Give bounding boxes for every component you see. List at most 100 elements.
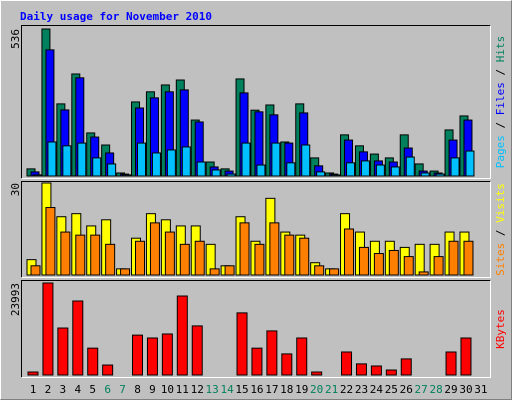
bar bbox=[414, 243, 425, 276]
bar bbox=[450, 157, 460, 177]
legend-separator: / bbox=[494, 62, 507, 82]
bar bbox=[358, 246, 369, 276]
bar bbox=[346, 162, 356, 177]
x-tick-label: 9 bbox=[149, 383, 156, 396]
bar bbox=[331, 174, 341, 177]
bar bbox=[463, 240, 474, 276]
panel-edge-dark bbox=[21, 280, 491, 378]
bar bbox=[72, 300, 84, 376]
x-tick-label: 28 bbox=[429, 383, 442, 396]
bar bbox=[448, 240, 459, 276]
bar bbox=[47, 141, 57, 177]
legend-entry: Visits bbox=[494, 183, 507, 223]
bar bbox=[286, 162, 296, 177]
bar bbox=[87, 347, 99, 376]
bar bbox=[403, 256, 414, 276]
bar bbox=[355, 363, 367, 376]
y-tick-label: 536 bbox=[9, 29, 22, 49]
bar bbox=[254, 243, 265, 276]
x-tick-label: 30 bbox=[459, 383, 472, 396]
x-tick-label: 14 bbox=[220, 383, 234, 396]
bar bbox=[341, 351, 353, 376]
bar bbox=[400, 358, 412, 376]
bar bbox=[27, 371, 39, 376]
x-tick-label: 1 bbox=[30, 383, 37, 396]
bar bbox=[360, 160, 370, 177]
x-tick-label: 24 bbox=[370, 383, 384, 396]
legend-entry: Sites bbox=[494, 243, 507, 276]
bar bbox=[75, 234, 86, 276]
bar bbox=[57, 327, 69, 376]
legend-entry: Files bbox=[494, 82, 507, 115]
bar bbox=[105, 243, 116, 276]
bar bbox=[179, 243, 190, 276]
bar bbox=[191, 325, 203, 376]
bar bbox=[45, 207, 56, 276]
bar bbox=[445, 351, 457, 376]
bar bbox=[271, 142, 281, 177]
bar bbox=[164, 231, 175, 276]
bar bbox=[181, 146, 191, 177]
bar bbox=[176, 295, 188, 376]
bar bbox=[30, 265, 41, 276]
legend: Sites / Visits bbox=[494, 183, 507, 276]
bar bbox=[329, 268, 340, 276]
bar bbox=[314, 265, 325, 276]
x-tick-label: 31 bbox=[474, 383, 487, 396]
bar bbox=[149, 222, 160, 276]
x-tick-label: 25 bbox=[385, 383, 398, 396]
chart-title: Daily usage for November 2010 bbox=[20, 10, 212, 23]
bar bbox=[132, 334, 144, 376]
y-tick-label: 23993 bbox=[9, 283, 22, 316]
bar bbox=[296, 337, 308, 376]
bar bbox=[226, 173, 236, 177]
bar bbox=[385, 369, 397, 376]
bar bbox=[107, 163, 117, 177]
legend-separator: / bbox=[494, 223, 507, 243]
bar bbox=[375, 164, 385, 177]
bar bbox=[151, 152, 161, 177]
bar bbox=[161, 333, 173, 376]
x-tick-label: 22 bbox=[340, 383, 353, 396]
bar bbox=[420, 172, 430, 177]
x-tick-label: 29 bbox=[444, 383, 457, 396]
x-tick-label: 27 bbox=[415, 383, 428, 396]
bar bbox=[102, 364, 114, 376]
x-tick-label: 8 bbox=[134, 383, 141, 396]
bar bbox=[60, 231, 71, 276]
bar bbox=[465, 150, 475, 177]
legend: Pages / Files / Hits bbox=[494, 36, 507, 169]
bar bbox=[77, 142, 87, 177]
bar bbox=[32, 174, 42, 177]
bar bbox=[281, 353, 293, 376]
x-tick-label: 18 bbox=[280, 383, 293, 396]
bar bbox=[284, 234, 295, 276]
x-tick-label: 16 bbox=[250, 383, 263, 396]
x-tick-label: 6 bbox=[104, 383, 111, 396]
x-tick-label: 10 bbox=[161, 383, 174, 396]
x-tick-label: 2 bbox=[45, 383, 52, 396]
bar bbox=[269, 222, 280, 276]
bar bbox=[316, 171, 326, 177]
panel-edge-light bbox=[21, 280, 491, 378]
panel-edge-dark bbox=[21, 25, 491, 179]
bar bbox=[301, 144, 311, 177]
bar bbox=[211, 169, 221, 177]
x-tick-label: 15 bbox=[235, 383, 248, 396]
bar bbox=[92, 157, 102, 177]
bar bbox=[435, 173, 445, 177]
bar bbox=[137, 142, 147, 177]
bar bbox=[90, 234, 101, 276]
bar bbox=[135, 240, 146, 276]
bar bbox=[256, 164, 266, 177]
bar bbox=[209, 268, 220, 276]
x-tick-label: 26 bbox=[400, 383, 413, 396]
legend-separator: / bbox=[494, 115, 507, 135]
bar bbox=[62, 145, 72, 177]
bar bbox=[388, 249, 399, 276]
x-tick-label: 17 bbox=[265, 383, 278, 396]
bar bbox=[224, 265, 235, 276]
x-tick-label: 5 bbox=[89, 383, 96, 396]
